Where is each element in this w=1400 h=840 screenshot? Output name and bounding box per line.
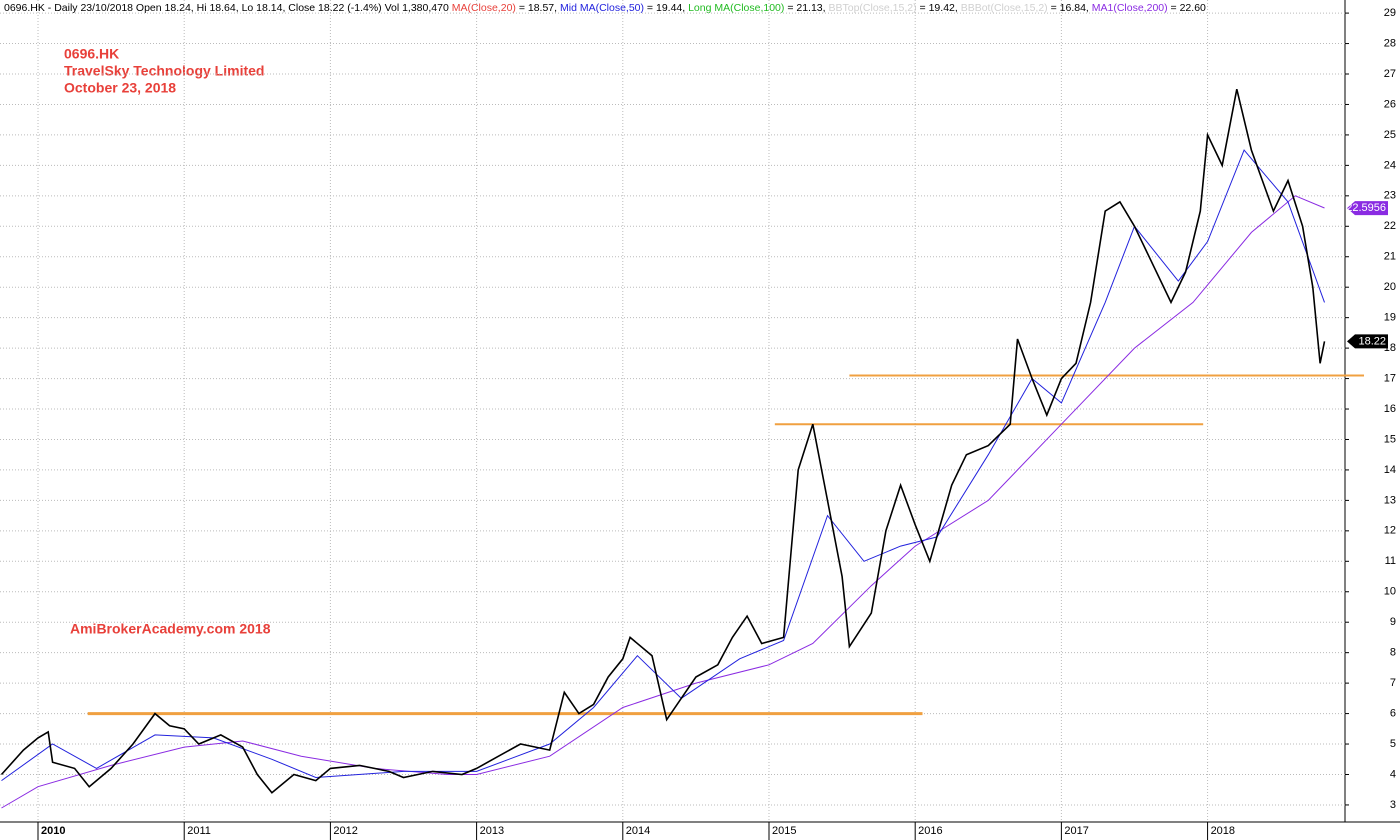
x-tick-label: 2013 (480, 825, 504, 837)
y-tick-label: 3 (1390, 799, 1396, 811)
y-tick-label: 21 (1384, 251, 1396, 263)
y-tick-label: 9 (1390, 616, 1396, 628)
y-tick-label: 16 (1384, 403, 1396, 415)
x-tick-label: 2016 (918, 825, 942, 837)
header-part: BBBot(Close,15,2) (961, 2, 1048, 14)
y-tick-label: 26 (1384, 98, 1396, 110)
header-part: MA(Close,20) (452, 2, 516, 14)
chart-header: 0696.HK - Daily 23/10/2018 Open 18.24, H… (4, 2, 1206, 14)
y-tick-label: 7 (1390, 677, 1396, 689)
y-tick-label: 11 (1385, 555, 1396, 567)
y-tick-label: 23 (1384, 190, 1396, 202)
y-tick-label: 28 (1384, 37, 1396, 49)
y-tick-label: 10 (1384, 586, 1396, 598)
y-tick-label: 22 (1384, 220, 1396, 232)
header-part: Long MA(Close,100) (688, 2, 784, 14)
x-tick-label: 2017 (1064, 825, 1088, 837)
y-tick-label: 20 (1384, 281, 1396, 293)
series-line (1, 195, 1325, 809)
y-tick-label: 24 (1384, 159, 1396, 171)
price-tag (1347, 334, 1388, 349)
y-tick-label: 5 (1390, 738, 1396, 750)
header-part: 0696.HK - Daily 23/10/2018 Open 18.24, H… (4, 2, 452, 14)
header-part: BBTop(Close,15,2) (828, 2, 916, 14)
price-tag-label: 22.5956 (1346, 202, 1386, 214)
header-part: = 22.60 (1168, 2, 1206, 14)
series-line (1, 149, 1325, 782)
header-part: = 19.44, (644, 2, 688, 14)
y-tick-label: 12 (1384, 525, 1396, 537)
price-tag (1347, 201, 1388, 216)
date-label: October 23, 2018 (64, 80, 176, 96)
header-part: Mid MA(Close,50) (560, 2, 644, 14)
x-tick-label: 2012 (333, 825, 357, 837)
y-tick-label: 29 (1384, 7, 1396, 19)
company-label: TravelSky Technology Limited (64, 63, 264, 79)
x-tick-label: 2015 (772, 825, 796, 837)
header-part: = 16.84, (1048, 2, 1092, 14)
y-tick-label: 15 (1384, 433, 1396, 445)
header-part: = 21.13, (784, 2, 828, 14)
x-tick-label: 2011 (187, 825, 211, 837)
watermark: AmiBrokerAcademy.com 2018 (70, 621, 271, 637)
header-part: MA1(Close,200) (1092, 2, 1168, 14)
y-tick-label: 6 (1390, 707, 1396, 719)
y-tick-label: 17 (1384, 372, 1396, 384)
series-line (0, 89, 1326, 794)
y-tick-label: 27 (1384, 68, 1396, 80)
price-tag-label: 18.22 (1358, 335, 1386, 347)
x-tick-label: 2014 (626, 825, 650, 837)
y-tick-label: 13 (1384, 494, 1396, 506)
ticker-label: 0696.HK (64, 46, 119, 62)
y-tick-label: 14 (1384, 464, 1396, 476)
header-part: = 19.42, (917, 2, 961, 14)
y-tick-label: 25 (1384, 129, 1396, 141)
y-tick-label: 4 (1390, 768, 1396, 780)
x-tick-label: 2018 (1211, 825, 1235, 837)
y-tick-label: 19 (1384, 312, 1396, 324)
header-part: = 18.57, (516, 2, 560, 14)
y-tick-label: 8 (1390, 647, 1396, 659)
x-tick-label: 2010 (41, 825, 65, 837)
